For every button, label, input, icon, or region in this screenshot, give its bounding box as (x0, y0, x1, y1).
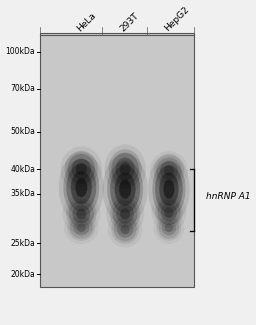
Ellipse shape (76, 209, 86, 219)
Ellipse shape (59, 152, 104, 223)
Ellipse shape (70, 217, 93, 239)
Ellipse shape (155, 197, 183, 228)
Ellipse shape (162, 220, 176, 235)
Ellipse shape (68, 154, 95, 184)
Ellipse shape (115, 173, 136, 206)
Ellipse shape (120, 162, 131, 176)
Ellipse shape (156, 215, 181, 241)
Ellipse shape (76, 163, 87, 175)
Ellipse shape (109, 149, 142, 189)
Text: 35kDa: 35kDa (10, 189, 35, 198)
Text: 293T: 293T (119, 11, 141, 33)
Ellipse shape (119, 180, 131, 199)
Ellipse shape (158, 217, 179, 239)
Ellipse shape (65, 151, 98, 187)
Text: HepG2: HepG2 (163, 5, 191, 33)
Ellipse shape (159, 173, 179, 206)
Ellipse shape (75, 178, 87, 197)
Ellipse shape (164, 165, 174, 176)
Ellipse shape (152, 193, 186, 232)
Ellipse shape (63, 159, 99, 216)
Ellipse shape (156, 158, 182, 184)
Ellipse shape (160, 162, 178, 180)
Ellipse shape (103, 153, 148, 225)
Ellipse shape (107, 161, 143, 218)
Ellipse shape (64, 212, 99, 244)
Ellipse shape (66, 164, 96, 211)
Ellipse shape (163, 180, 174, 199)
FancyBboxPatch shape (40, 33, 194, 287)
Ellipse shape (66, 198, 97, 229)
Text: 70kDa: 70kDa (10, 84, 35, 93)
Text: HeLa: HeLa (75, 10, 98, 33)
Ellipse shape (72, 159, 91, 180)
Ellipse shape (69, 201, 94, 227)
Ellipse shape (116, 204, 134, 224)
Ellipse shape (62, 194, 100, 233)
Ellipse shape (148, 153, 190, 225)
Ellipse shape (121, 225, 130, 234)
Ellipse shape (77, 224, 86, 232)
Ellipse shape (157, 199, 180, 225)
Ellipse shape (71, 171, 92, 204)
Ellipse shape (152, 161, 186, 218)
Ellipse shape (108, 211, 142, 248)
Ellipse shape (61, 146, 102, 192)
Ellipse shape (110, 197, 140, 230)
Text: 40kDa: 40kDa (10, 164, 35, 174)
Ellipse shape (68, 215, 95, 241)
Ellipse shape (120, 208, 130, 219)
Ellipse shape (72, 205, 90, 223)
Text: 50kDa: 50kDa (10, 127, 35, 136)
Text: hnRNP A1: hnRNP A1 (206, 192, 250, 202)
Ellipse shape (111, 215, 139, 244)
Ellipse shape (106, 193, 144, 235)
Ellipse shape (154, 155, 184, 186)
Ellipse shape (164, 207, 174, 217)
Ellipse shape (114, 217, 137, 241)
Ellipse shape (112, 200, 138, 228)
Ellipse shape (155, 165, 183, 213)
Ellipse shape (110, 165, 140, 213)
Text: 20kDa: 20kDa (10, 270, 35, 279)
Ellipse shape (150, 151, 188, 190)
Ellipse shape (161, 203, 177, 221)
Ellipse shape (111, 153, 139, 186)
Ellipse shape (115, 158, 135, 181)
Text: 100kDa: 100kDa (6, 47, 35, 56)
Ellipse shape (117, 221, 133, 238)
Ellipse shape (165, 224, 173, 232)
Ellipse shape (104, 144, 146, 194)
Ellipse shape (73, 220, 89, 235)
Text: 25kDa: 25kDa (10, 239, 35, 248)
